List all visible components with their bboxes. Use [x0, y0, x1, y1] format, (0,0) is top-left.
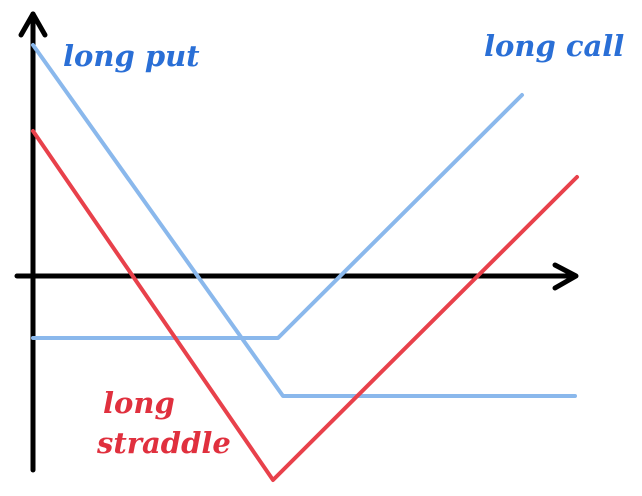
- long-straddle-label-line1: long: [103, 386, 175, 420]
- x-axis-arrowhead: [552, 262, 579, 291]
- long-put-label: long put: [63, 39, 200, 73]
- y-axis-arrowhead: [18, 11, 48, 38]
- long-call-label: long call: [484, 29, 624, 63]
- long-put-line: [31, 43, 577, 398]
- long-call-line: [31, 93, 524, 340]
- y-axis: [18, 11, 48, 473]
- long-straddle-label-line2: straddle: [96, 426, 231, 460]
- long-straddle-line: [31, 129, 579, 482]
- x-axis: [14, 262, 579, 291]
